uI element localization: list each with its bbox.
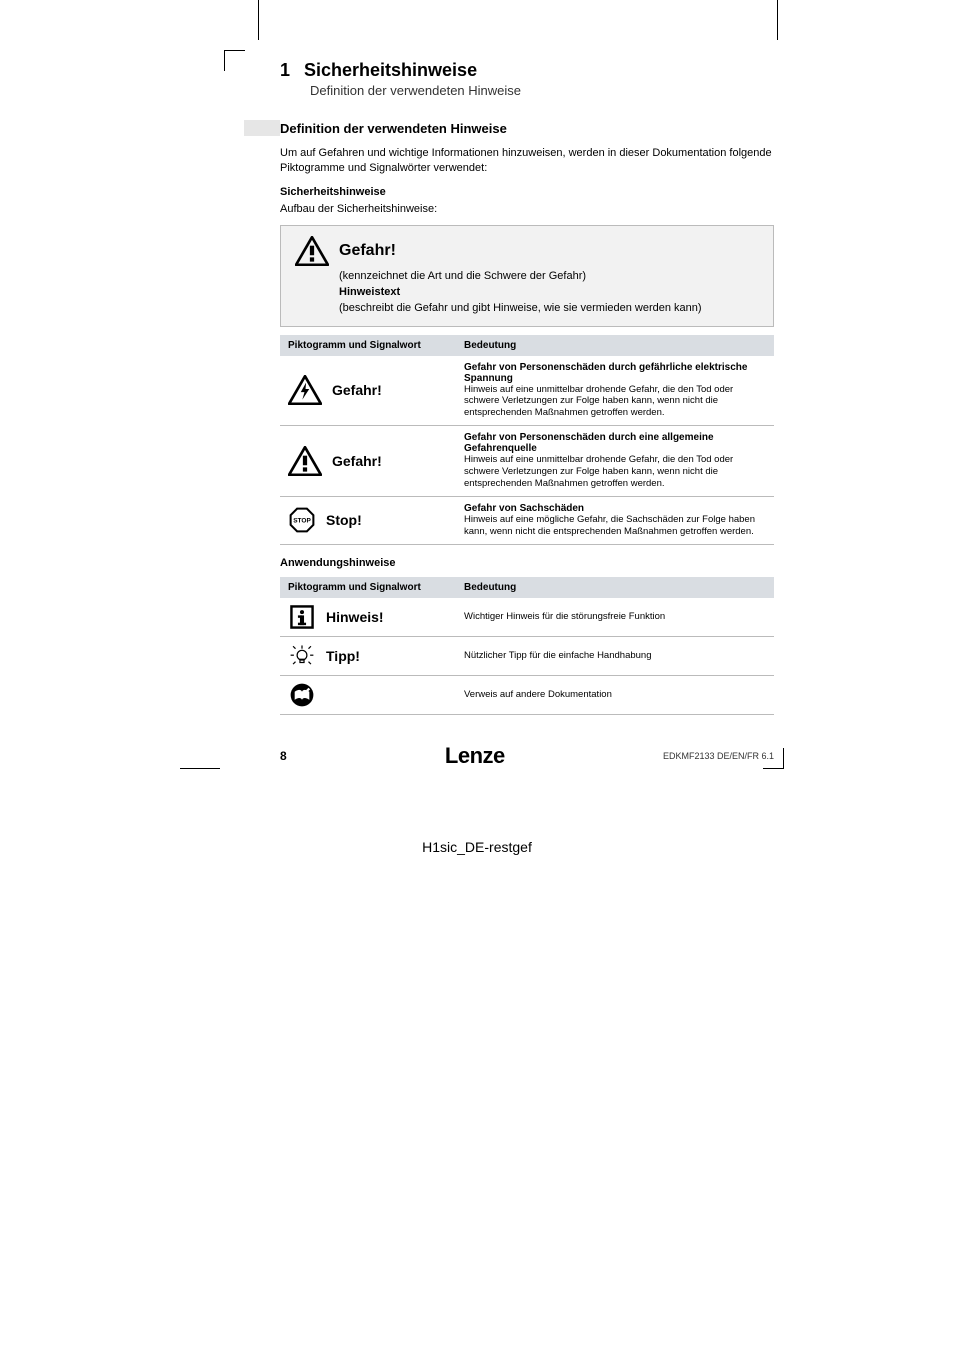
notice-line: (beschreibt die Gefahr und gibt Hinweise…	[339, 302, 759, 314]
intro-paragraph: Um auf Gefahren und wichtige Information…	[280, 146, 774, 176]
warning-icon	[295, 236, 329, 266]
tip-icon	[288, 643, 316, 669]
chapter-subtitle: Definition der verwendeten Hinweise	[310, 83, 774, 98]
table-row: Gefahr! Gefahr von Personenschäden durch…	[280, 426, 774, 497]
notice-label: Gefahr!	[339, 242, 396, 260]
table-header: Bedeutung	[456, 335, 774, 356]
safety-heading: Sicherheitshinweise	[280, 186, 774, 198]
meaning-detail: Hinweis auf eine unmittelbar drohende Ge…	[464, 454, 766, 490]
notice-example-box: Gefahr! (kennzeichnet die Art und die Sc…	[280, 225, 774, 327]
table-row: Hinweis! Wichtiger Hinweis für die störu…	[280, 598, 774, 637]
meaning-detail: Verweis auf andere Dokumentation	[464, 689, 766, 701]
meaning-lead: Gefahr von Personenschäden durch eine al…	[464, 432, 766, 454]
chapter-number: 1	[280, 60, 290, 81]
table-row: Verweis auf andere Dokumentation	[280, 675, 774, 714]
document-code: EDKMF2133 DE/EN/FR 6.1	[663, 751, 774, 761]
stop-icon	[288, 507, 316, 533]
section-heading: Definition der verwendeten Hinweise	[280, 120, 774, 136]
pictogram-label: Tipp!	[326, 648, 360, 664]
meaning-detail: Nützlicher Tipp für die einfache Handhab…	[464, 650, 766, 662]
meaning-detail: Hinweis auf eine unmittelbar drohende Ge…	[464, 384, 766, 420]
table-header: Bedeutung	[456, 577, 774, 598]
section-band-mark	[244, 120, 280, 136]
notice-header: Gefahr!	[295, 236, 759, 266]
crop-mark	[763, 748, 784, 769]
crop-mark	[180, 768, 220, 769]
info-icon	[288, 604, 316, 630]
table-header-row: Piktogramm und Signalwort Bedeutung	[280, 335, 774, 356]
warning-icon	[288, 446, 322, 476]
meaning-detail: Wichtiger Hinweis für die störungsfreie …	[464, 611, 766, 623]
meaning-lead: Gefahr von Personenschäden durch gefährl…	[464, 362, 766, 384]
reference-icon	[288, 682, 316, 708]
notice-line: (kennzeichnet die Art und die Schwere de…	[339, 270, 759, 282]
crop-mark	[224, 50, 245, 71]
meaning-lead: Gefahr von Sachschäden	[464, 503, 766, 514]
table-header-row: Piktogramm und Signalwort Bedeutung	[280, 577, 774, 598]
page-number: 8	[280, 749, 287, 763]
application-definitions-table: Piktogramm und Signalwort Bedeutung Hinw…	[280, 577, 774, 715]
section-title: Definition der verwendeten Hinweise	[280, 121, 507, 136]
crop-mark	[258, 0, 259, 40]
pictogram-label: Stop!	[326, 512, 362, 528]
table-header: Piktogramm und Signalwort	[280, 577, 456, 598]
table-header: Piktogramm und Signalwort	[280, 335, 456, 356]
table-row: Gefahr! Gefahr von Personenschäden durch…	[280, 356, 774, 426]
notice-line-bold: Hinweistext	[339, 286, 759, 298]
pictogram-label: Gefahr!	[332, 453, 382, 469]
file-label: H1sic_DE-restgef	[0, 839, 954, 855]
meaning-detail: Hinweis auf eine mögliche Gefahr, die Sa…	[464, 514, 766, 538]
chapter-heading: 1 Sicherheitshinweise	[280, 60, 774, 81]
document-page: 1 Sicherheitshinweise Definition der ver…	[0, 0, 954, 809]
application-heading: Anwendungshinweise	[280, 557, 774, 569]
electric-hazard-icon	[288, 375, 322, 405]
table-row: Tipp! Nützlicher Tipp für die einfache H…	[280, 636, 774, 675]
brand-logo: Lenze	[445, 743, 505, 769]
pictogram-label: Gefahr!	[332, 382, 382, 398]
pictogram-label: Hinweis!	[326, 609, 384, 625]
safety-subtext: Aufbau der Sicherheitshinweise:	[280, 202, 774, 217]
safety-definitions-table: Piktogramm und Signalwort Bedeutung Gefa…	[280, 335, 774, 545]
page-footer: 8 Lenze EDKMF2133 DE/EN/FR 6.1	[280, 743, 774, 769]
chapter-title: Sicherheitshinweise	[304, 60, 477, 81]
table-row: Stop! Gefahr von Sachschäden Hinweis auf…	[280, 496, 774, 544]
crop-mark	[777, 0, 778, 40]
